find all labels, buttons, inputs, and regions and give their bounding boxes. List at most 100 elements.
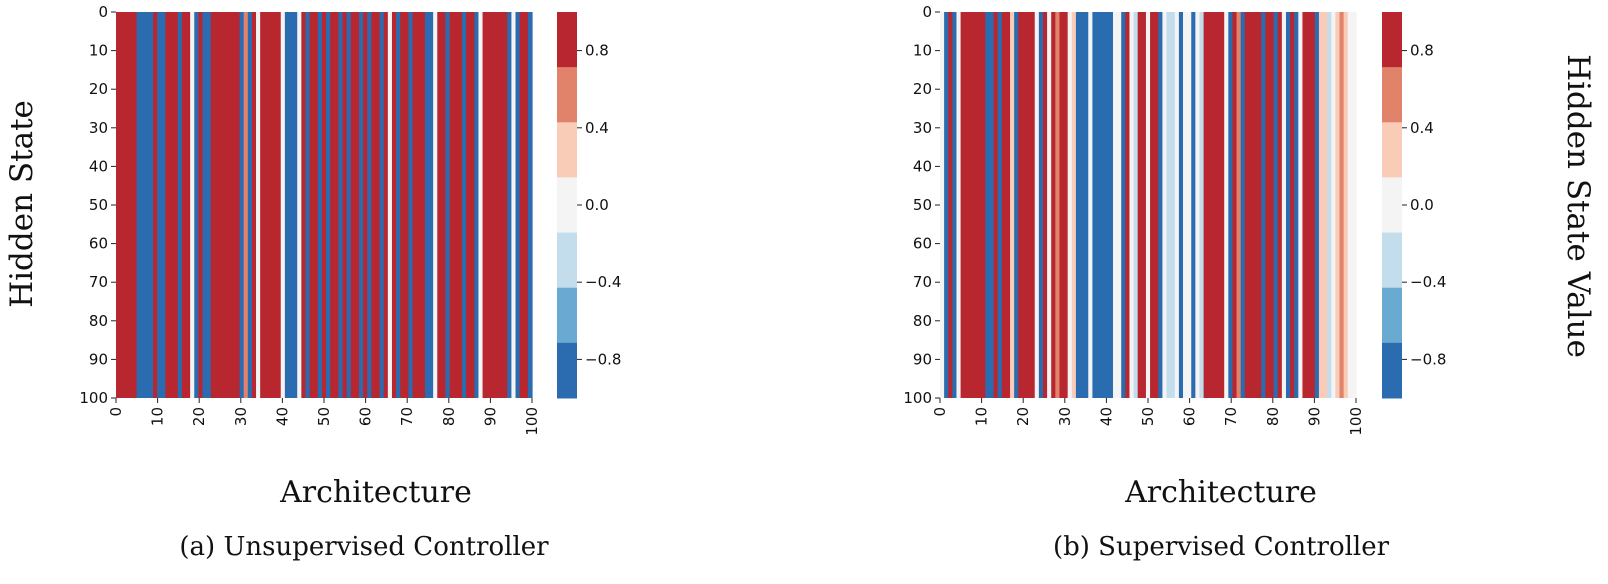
colorbar-segment <box>557 177 577 234</box>
heatmap-column <box>1191 12 1196 398</box>
x-axis-b: 0 10 20 30 40 50 60 70 80 90 100 <box>931 398 1365 436</box>
heatmap-column <box>247 12 253 398</box>
heatmap-column <box>944 12 949 398</box>
heatmap-column <box>1244 12 1250 398</box>
colorbar-segment <box>1382 342 1402 399</box>
heatmap-column <box>153 12 158 398</box>
y-tick-label: 50 <box>89 196 108 214</box>
heatmap-column <box>490 12 496 398</box>
heatmap-column <box>309 12 315 398</box>
heatmap-column <box>1010 12 1015 398</box>
heatmap-column <box>387 12 393 398</box>
heatmap-column <box>424 12 430 398</box>
heatmap-column <box>1150 12 1155 398</box>
y-tick-label: 10 <box>89 42 108 60</box>
x-tick-label: 50 <box>315 407 333 426</box>
heatmap-column <box>284 12 290 398</box>
heatmap-column <box>161 12 167 398</box>
heatmap-column <box>1112 12 1118 398</box>
colorbar-tick-label: 0.8 <box>585 42 609 60</box>
heatmap-column <box>449 12 455 398</box>
x-axis-a: 0 10 20 30 40 50 60 70 80 90 100 <box>107 398 541 436</box>
heatmap-column <box>441 12 447 398</box>
heatmap-column <box>1351 12 1357 398</box>
heatmap-column <box>243 12 249 398</box>
heatmap-column <box>264 12 269 398</box>
heatmap-column <box>989 12 995 398</box>
x-tick-label: 70 <box>1222 407 1240 426</box>
heatmap-column <box>288 12 294 398</box>
heatmap-column <box>251 12 257 398</box>
heatmap-column <box>494 12 500 398</box>
heatmap-column <box>223 12 228 398</box>
y-tick-label: 60 <box>913 235 932 253</box>
colorbar-tick-label: −0.8 <box>1410 350 1446 368</box>
heatmap-column <box>1269 12 1275 398</box>
colorbar-b: 0.8 0.4 0.0 −0.4 −0.8 <box>1382 12 1446 399</box>
x-tick-label: 10 <box>149 407 167 426</box>
heatmap-column <box>985 12 991 398</box>
heatmap-a-cells <box>116 12 533 398</box>
heatmap-column <box>400 12 405 398</box>
x-tick-label: 0 <box>107 407 125 417</box>
heatmap-column <box>968 12 974 398</box>
y-tick-label: 20 <box>89 80 108 98</box>
heatmap-column <box>338 12 344 398</box>
heatmap-column <box>997 12 1003 398</box>
heatmap-column <box>128 12 134 398</box>
heatmap-column <box>1166 12 1172 398</box>
colorbar-tick-label: 0.4 <box>585 119 609 137</box>
colorbar-tick-label: 0.8 <box>1410 42 1434 60</box>
heatmap-column <box>519 12 525 398</box>
heatmap-column <box>1141 12 1147 398</box>
heatmap-column <box>124 12 129 398</box>
heatmap-column <box>420 12 426 398</box>
colorbar-tick-label: −0.8 <box>585 350 621 368</box>
heatmap-column <box>379 12 385 398</box>
heatmap-column <box>371 12 377 398</box>
heatmap-column <box>1026 12 1032 398</box>
heatmap-column <box>470 12 475 398</box>
heatmap-column <box>1096 12 1102 398</box>
heatmap-column <box>466 12 471 398</box>
heatmap-column <box>1199 12 1205 398</box>
y-tick-label: 40 <box>89 157 108 175</box>
colorbar-tick-label: −0.4 <box>1410 273 1446 291</box>
heatmap-column <box>173 12 179 398</box>
heatmap-column <box>429 12 434 398</box>
heatmap-column <box>1195 12 1201 398</box>
heatmap-column <box>1104 12 1110 398</box>
x-tick-label: 30 <box>1056 407 1074 426</box>
heatmap-column <box>148 12 154 398</box>
x-tick-label: 30 <box>232 407 250 426</box>
heatmap-column <box>120 12 125 398</box>
heatmap-column <box>1257 12 1262 398</box>
heatmap-column <box>1314 12 1320 398</box>
heatmap-column <box>280 12 286 398</box>
heatmap-column <box>416 12 422 398</box>
x-tick-label: 90 <box>1305 407 1323 426</box>
colorbar-segment <box>557 67 577 123</box>
heatmap-column <box>1170 12 1176 398</box>
heatmap-column <box>1335 12 1341 398</box>
y-tick-label: 100 <box>79 389 108 407</box>
heatmap-column <box>412 12 418 398</box>
colorbar-segment <box>557 232 577 289</box>
x-tick-label: 0 <box>931 407 949 417</box>
y-tick-label: 70 <box>913 273 932 291</box>
x-tick-label: 80 <box>1264 407 1282 426</box>
heatmap-column <box>1158 12 1164 398</box>
heatmap-column <box>993 12 999 398</box>
heatmap-column <box>169 12 175 398</box>
y-tick-label: 40 <box>913 157 932 175</box>
heatmap-column <box>960 12 966 398</box>
heatmap-column <box>140 12 146 398</box>
x-tick-label: 70 <box>398 407 416 426</box>
heatmap-column <box>317 12 323 398</box>
heatmap-column <box>1339 12 1345 398</box>
heatmap-column <box>1047 12 1052 398</box>
heatmap-column <box>445 12 451 398</box>
heatmap-column <box>297 12 302 398</box>
heatmap-column <box>321 12 327 398</box>
heatmap-column <box>1001 12 1007 398</box>
